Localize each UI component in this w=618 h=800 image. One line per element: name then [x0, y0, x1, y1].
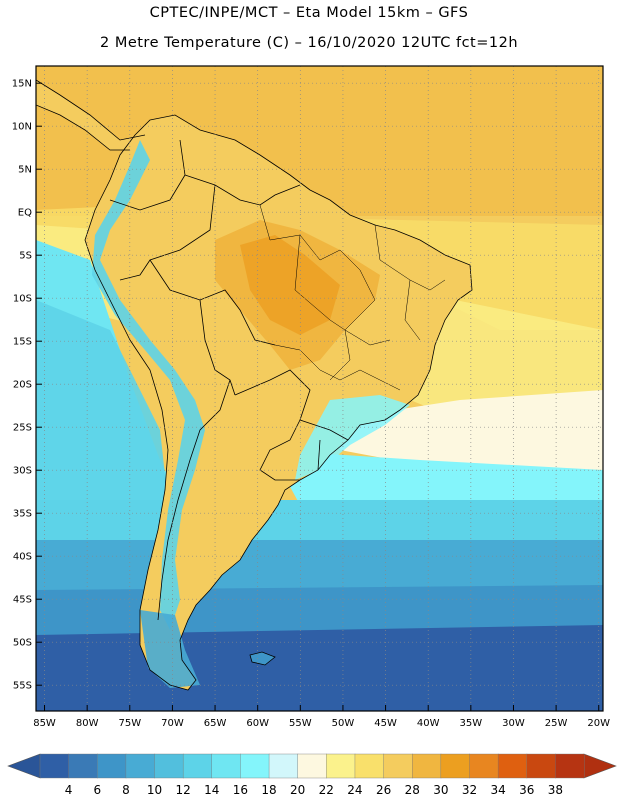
lat-tick-label: 5S	[19, 251, 32, 262]
colorbar-label: 28	[405, 783, 420, 797]
colorbar-swatch	[68, 753, 98, 779]
lon-tick-label: 30W	[502, 718, 525, 729]
grid-lines	[36, 66, 603, 711]
lon-tick-label: 35W	[460, 718, 483, 729]
map-frame	[35, 65, 604, 712]
colorbar-label: 22	[319, 783, 334, 797]
colorbar-label: 8	[122, 783, 130, 797]
map-field	[36, 66, 603, 711]
colorbar-label: 34	[490, 783, 505, 797]
colorbar-swatch	[497, 753, 528, 779]
interior-hottest-area	[240, 235, 340, 335]
colorbar-swatch	[125, 753, 156, 779]
ocean-band-south-4	[36, 625, 603, 711]
lon-tick-label: 80W	[76, 718, 99, 729]
colorbar-label: 10	[147, 783, 162, 797]
atlantic-band-18	[270, 450, 603, 505]
lon-tick-label: 65W	[204, 718, 227, 729]
colorbar-label: 4	[65, 783, 73, 797]
colorbar: 4 6 8 10 12 14 16 18 20 22 24 26 28 30 32 34 36 38	[7, 753, 617, 797]
colorbar-over-arrow	[583, 753, 617, 779]
lat-tick-label: 20S	[13, 380, 32, 391]
lat-tick-label: 55S	[13, 681, 32, 692]
lon-tick-label: 25W	[545, 718, 568, 729]
lat-tick-label: 25S	[13, 423, 32, 434]
lon-tick-label: 45W	[374, 718, 397, 729]
colorbar-label: 26	[376, 783, 391, 797]
lon-tick-label: 20W	[587, 718, 610, 729]
falkland-islands	[249, 651, 276, 666]
lon-tick-label: 70W	[161, 718, 184, 729]
lon-tick-label: 85W	[33, 718, 56, 729]
colorbar-swatch	[555, 753, 585, 779]
colorbar-swatch	[182, 753, 213, 779]
colorbar-label: 32	[462, 783, 477, 797]
colorbar-label: 24	[347, 783, 362, 797]
colorbar-swatch	[326, 753, 356, 779]
axis-ticks: 15N 10N 5N EQ 5S 10S 15S 20S 25S 30S 35S 40S 45S 50S 5…	[12, 79, 610, 729]
colorbar-swatch	[469, 753, 499, 779]
lat-tick-label: 15S	[13, 337, 32, 348]
colorbar-swatch	[526, 753, 556, 779]
pacific-band-14	[36, 300, 170, 520]
lat-tick-label: 5N	[18, 165, 32, 176]
andes-cold-stripe	[92, 140, 205, 630]
colorbar-swatch	[154, 753, 184, 779]
lon-tick-label: 40W	[417, 718, 440, 729]
colorbar-label: 16	[233, 783, 248, 797]
lat-tick-label: 30S	[13, 466, 32, 477]
lon-tick-label: 60W	[246, 718, 269, 729]
colorbar-swatch	[354, 753, 385, 779]
colorbar-swatch	[297, 753, 327, 779]
colorbar-under-arrow	[7, 753, 41, 779]
colorbar-swatch	[412, 753, 442, 779]
colorbar-label: 36	[519, 783, 534, 797]
colorbar-label: 38	[548, 783, 563, 797]
lat-tick-label: 45S	[13, 595, 32, 606]
continent-south-america	[85, 115, 472, 690]
lon-tick-label: 55W	[289, 718, 312, 729]
chart-subtitle: 2 Metre Temperature (C) – 16/10/2020 12U…	[99, 35, 519, 51]
colorbar-swatch	[39, 753, 70, 779]
southeast-cool-area	[295, 395, 410, 480]
colorbar-swatch	[240, 753, 270, 779]
patagonia-cold-area	[140, 610, 200, 688]
lat-tick-label: 10S	[13, 294, 32, 305]
colorbar-label: 18	[261, 783, 276, 797]
lat-tick-label: 15N	[12, 79, 32, 90]
lat-tick-label: 40S	[13, 552, 32, 563]
colorbar-label: 30	[433, 783, 448, 797]
colorbar-label: 20	[290, 783, 305, 797]
lat-tick-label: EQ	[18, 208, 32, 219]
lat-tick-label: 10N	[12, 122, 32, 133]
colorbar-swatch	[440, 753, 470, 779]
colorbar-label: 6	[93, 783, 101, 797]
lat-tick-label: 50S	[13, 638, 32, 649]
state-borders	[259, 204, 446, 391]
colorbar-label: 14	[204, 783, 219, 797]
colorbar-swatch	[383, 753, 413, 779]
lat-tick-label: 35S	[13, 509, 32, 520]
lon-tick-label: 75W	[118, 718, 141, 729]
colorbar-swatch	[268, 753, 299, 779]
colorbar-label: 12	[176, 783, 191, 797]
colorbar-swatch	[211, 753, 241, 779]
chart-title: CPTEC/INPE/MCT – Eta Model 15km – GFS	[149, 5, 469, 21]
lon-tick-label: 50W	[332, 718, 355, 729]
colorbar-swatch	[97, 753, 127, 779]
